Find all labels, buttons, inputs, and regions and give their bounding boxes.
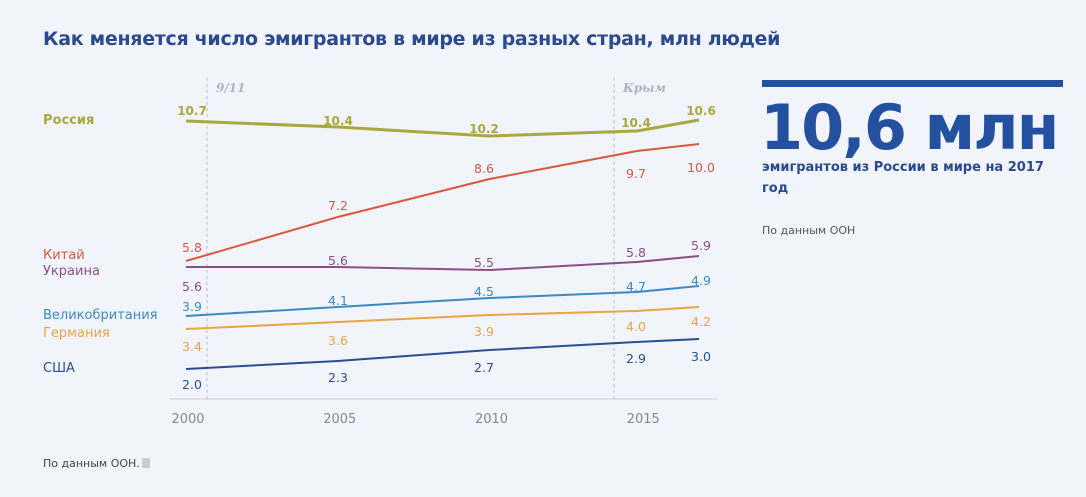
document-icon <box>141 458 150 468</box>
legend-label: США <box>43 361 75 376</box>
data-label: 10.0 <box>687 160 715 175</box>
data-label: 5.6 <box>328 253 348 268</box>
highlight-caption: эмигрантов из России в мире на 2017 год <box>762 160 1044 196</box>
line-chart: 2000 2005 2010 2015 9/11 Крым 10.7 10.4 10.2 10.4… <box>43 78 717 427</box>
data-label: 2.9 <box>626 351 646 366</box>
data-label: 5.8 <box>182 240 202 255</box>
footer-text: По данным ООН. <box>43 457 140 470</box>
data-label: 3.6 <box>328 333 348 348</box>
annotation-label: Крым <box>622 81 666 95</box>
data-label: 5.5 <box>474 255 494 270</box>
data-label: 10.4 <box>323 114 353 128</box>
data-label: 4.7 <box>626 279 646 294</box>
data-label: 3.0 <box>691 349 711 364</box>
data-label: 3.4 <box>182 339 202 354</box>
legend-label: Великобритания <box>43 308 158 323</box>
data-label: 8.6 <box>474 161 494 176</box>
data-label: 5.9 <box>691 238 711 253</box>
legend-label: Китай <box>43 248 85 263</box>
data-label: 4.2 <box>691 314 711 329</box>
data-label: 9.7 <box>626 166 646 181</box>
series-line-4 <box>185 306 700 330</box>
series-line-2 <box>186 255 700 272</box>
x-tick-label: 2010 <box>475 412 508 427</box>
data-label: 4.1 <box>328 293 348 308</box>
data-label: 10.4 <box>621 116 651 130</box>
data-label: 10.6 <box>686 104 716 118</box>
data-label: 10.7 <box>177 104 207 118</box>
series-line-1 <box>185 143 700 262</box>
legend-label: Украина <box>43 264 100 279</box>
x-tick-label: 2000 <box>171 412 204 427</box>
footer-source: По данным ООН. <box>43 457 150 470</box>
data-label: 2.3 <box>328 370 348 385</box>
x-tick-label: 2015 <box>627 412 660 427</box>
data-label: 4.0 <box>626 319 646 334</box>
data-label: 4.9 <box>691 273 711 288</box>
legend-label: Германия <box>43 326 110 341</box>
highlight-source: По данным ООН <box>762 224 856 237</box>
data-label: 2.0 <box>182 377 202 392</box>
series-line-0 <box>185 118 700 138</box>
series-line-5 <box>185 338 700 370</box>
legend-label: Россия <box>43 113 94 128</box>
data-label: 7.2 <box>328 198 348 213</box>
series-line-3 <box>185 285 700 317</box>
data-label: 3.9 <box>182 299 202 314</box>
page-title: Как меняется число эмигрантов в мире из … <box>43 28 781 50</box>
data-label: 10.2 <box>469 122 499 136</box>
accent-bar <box>762 80 1063 87</box>
annotation-label: 9/11 <box>216 81 245 95</box>
data-label: 5.6 <box>182 279 202 294</box>
data-label: 2.7 <box>474 360 494 375</box>
data-label: 3.9 <box>474 324 494 339</box>
highlight-value: 10,6 млн <box>760 91 1059 164</box>
x-tick-label: 2005 <box>323 412 356 427</box>
data-label: 4.5 <box>474 284 494 299</box>
data-label: 5.8 <box>626 245 646 260</box>
